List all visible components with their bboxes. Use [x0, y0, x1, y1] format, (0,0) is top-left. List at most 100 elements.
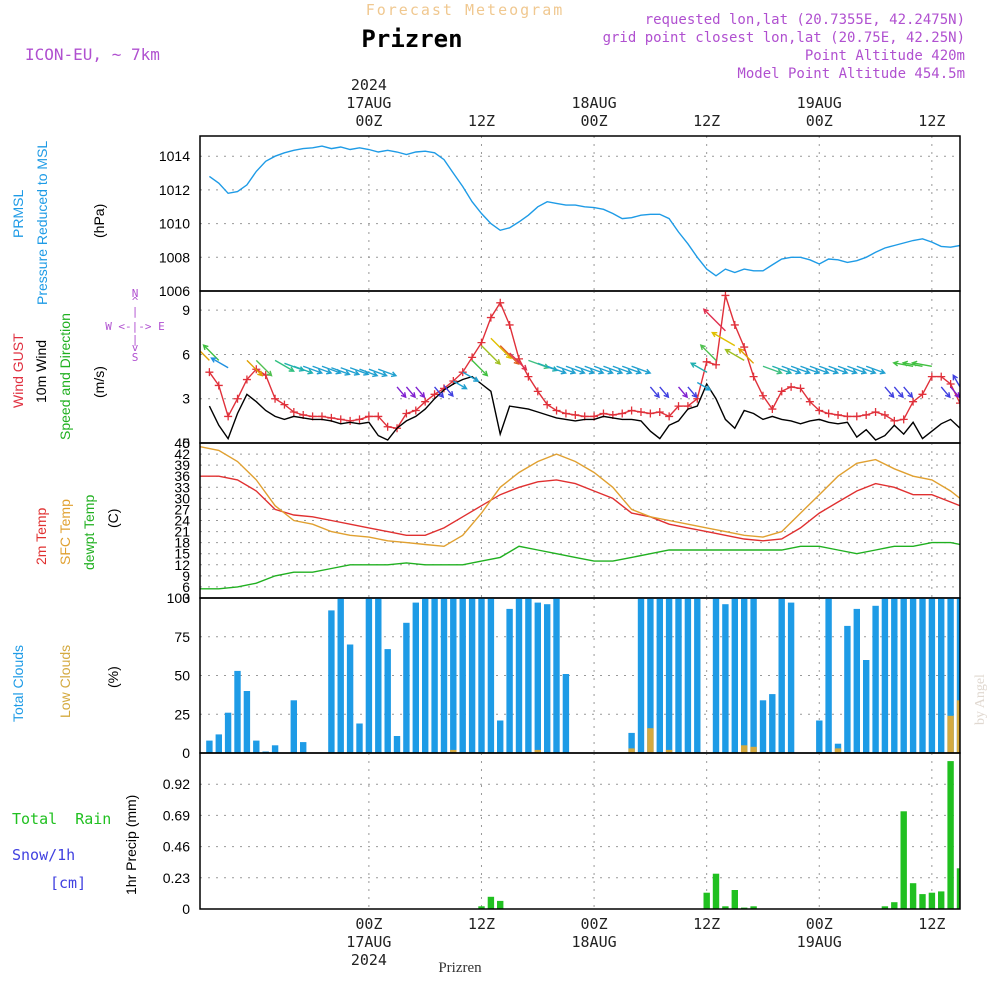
clouds-plot — [206, 598, 1000, 753]
total-clouds-bar — [497, 720, 504, 753]
10m-wind-line — [208, 375, 960, 441]
gust-marker — [665, 412, 674, 421]
total-clouds-bar — [544, 604, 551, 753]
2m-temp-line — [200, 475, 960, 542]
wind-arrow — [950, 386, 960, 399]
wind-arrow — [865, 365, 887, 375]
gust-marker — [224, 412, 233, 421]
total-clouds-bar — [253, 740, 260, 753]
time-label-top: 12Z — [468, 112, 495, 130]
gust-marker — [937, 372, 946, 381]
gust-marker — [280, 400, 289, 409]
requested-coords: requested lon,lat (20.7355E, 42.2475N) — [645, 12, 965, 28]
total-clouds-bar — [919, 598, 926, 753]
time-label-top: 2024 — [351, 76, 387, 94]
gust-marker — [543, 400, 552, 409]
total-clouds-bar — [712, 598, 720, 753]
panel-frame — [199, 135, 961, 292]
y-tick-label: 0.92 — [163, 776, 190, 792]
wind-arrow — [302, 365, 324, 375]
wind-arrow — [621, 365, 643, 375]
pressure-msl-label: Pressure Reduced to MSL — [34, 141, 50, 305]
wind-arrow — [903, 386, 914, 399]
compass-down: v — [132, 341, 139, 354]
total-rain-bar — [712, 873, 720, 909]
wind-gust-label: Wind GUST — [10, 333, 26, 408]
time-label-bottom: 00Z — [355, 915, 382, 933]
total-clouds-bar — [271, 745, 279, 753]
y-tick-label: 15 — [174, 546, 190, 562]
compass-bar-top: | — [132, 305, 139, 318]
low-clouds-bar — [534, 749, 541, 753]
gust-marker — [890, 416, 899, 425]
wind-arrow — [528, 359, 550, 370]
wind-arrow — [405, 386, 416, 399]
total-clouds-bar — [863, 660, 870, 753]
total-rain-bar — [928, 892, 936, 909]
total-clouds-bar — [393, 736, 401, 753]
total-rain-bar — [909, 883, 917, 909]
y-tick-label: 6 — [182, 347, 190, 363]
gust-marker — [421, 397, 430, 406]
wind-arrow — [359, 368, 379, 378]
wind-arrow — [969, 387, 978, 397]
low-clouds-label: Low Clouds — [57, 645, 73, 718]
total-rain-bar — [891, 902, 898, 909]
time-label-top: 12Z — [693, 112, 720, 130]
precip-unit: 1hr Precip (mm) — [123, 795, 139, 895]
y-tick-label: 45 — [174, 435, 190, 451]
total-clouds-bar — [440, 598, 448, 753]
wind-arrow — [490, 337, 512, 360]
temp-dewpt-label: dewpt Temp — [81, 495, 97, 570]
wind-arrow — [631, 365, 652, 375]
wind-arrow — [612, 365, 633, 375]
footer-station: Prizren — [438, 960, 482, 976]
wind-arrow — [837, 365, 858, 375]
low-clouds-bar — [994, 694, 1000, 753]
wind-arrow — [762, 365, 783, 375]
wind-arrow — [901, 360, 923, 367]
time-label-top: 19AUG — [797, 94, 842, 112]
wind-arrow — [702, 308, 726, 332]
total-rain-bar — [722, 906, 729, 909]
wind-arrow — [331, 367, 351, 376]
gust-marker — [965, 402, 973, 410]
total-clouds-bar — [694, 598, 701, 753]
total-clouds-bar — [844, 625, 851, 753]
total-clouds-bar — [787, 602, 795, 753]
y-tick-label: 3 — [182, 590, 190, 606]
y-tick-label: 9 — [182, 302, 190, 318]
y-tick-label: 27 — [174, 501, 190, 517]
wind-arrow — [537, 362, 559, 372]
total-rain-bar — [966, 806, 972, 909]
wind-arrow — [893, 386, 904, 399]
total-clouds-bar — [909, 598, 917, 753]
total-clouds-bar — [825, 598, 832, 753]
total-clouds-bar — [431, 598, 438, 753]
gust-marker — [271, 394, 280, 403]
gust-marker — [787, 382, 796, 391]
total-clouds-bar — [900, 598, 907, 753]
total-clouds-bar — [412, 602, 419, 753]
y-tick-label: 0.69 — [163, 807, 190, 823]
wind-arrow — [255, 359, 273, 377]
gust-marker — [346, 416, 355, 425]
wind-arrow — [378, 368, 398, 378]
compass-n: N — [132, 287, 139, 300]
time-label-bottom: 12Z — [693, 915, 720, 933]
total-clouds-bar — [215, 734, 222, 753]
total-clouds-bar — [478, 598, 485, 753]
y-tick-label: 39 — [174, 457, 190, 473]
dewpt-temp-line — [200, 541, 960, 590]
y-tick-label: 1012 — [159, 182, 190, 198]
gust-marker — [561, 409, 570, 418]
y-tick-label: 36 — [174, 468, 190, 484]
total-clouds-bar — [562, 674, 570, 753]
total-rain-bar — [750, 906, 757, 909]
gust-marker — [336, 415, 345, 424]
gust-marker — [815, 406, 824, 415]
gust-marker — [927, 372, 936, 381]
total-clouds-bar — [346, 644, 354, 753]
